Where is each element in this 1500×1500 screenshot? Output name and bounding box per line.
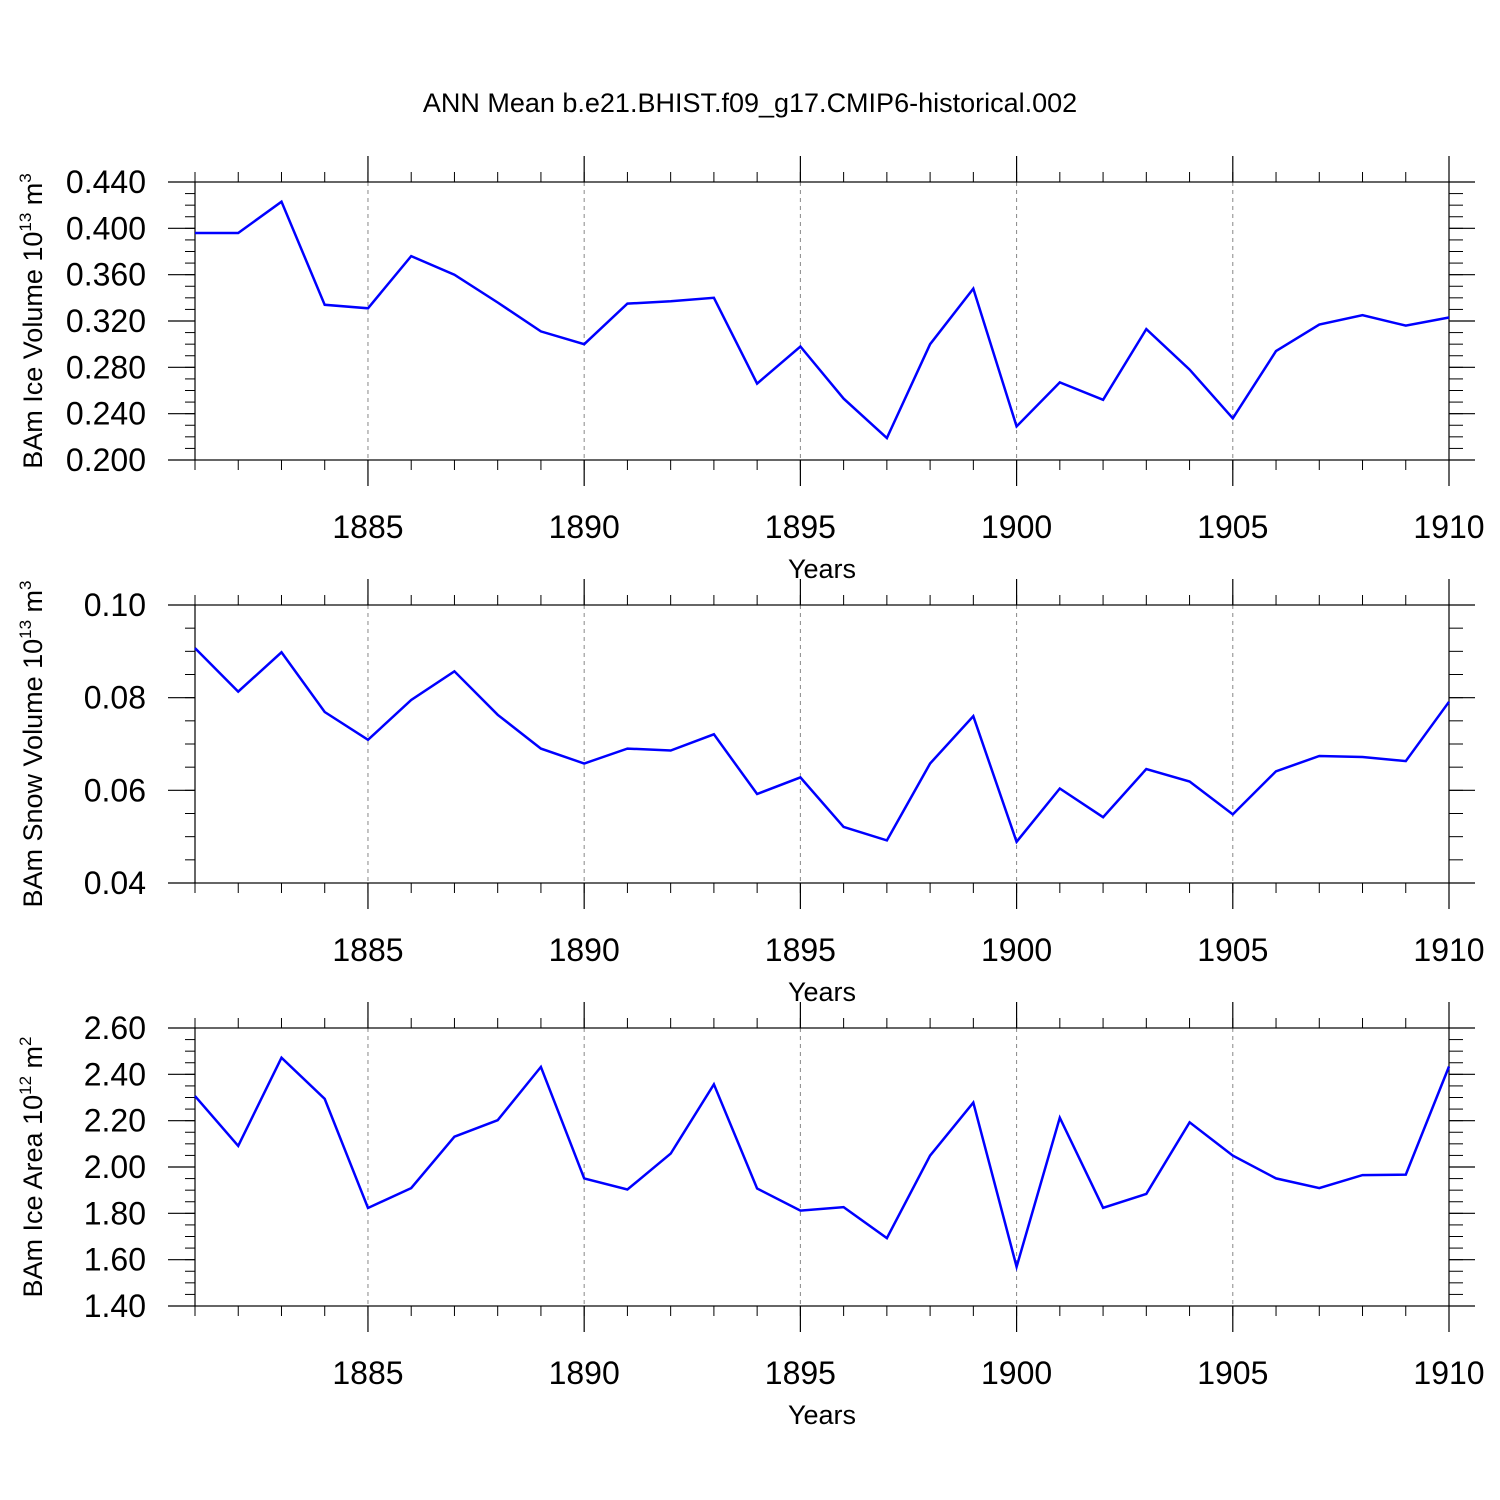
- x-tick-label: 1905: [1197, 509, 1268, 545]
- series-line: [195, 199, 1450, 441]
- x-tick-label: 1885: [332, 1355, 403, 1391]
- x-tick-label: 1900: [981, 1355, 1052, 1391]
- y-tick-label: 0.240: [66, 396, 146, 432]
- y-tick-label: 1.40: [84, 1288, 146, 1324]
- y-tick-label: 0.440: [66, 164, 146, 200]
- x-tick-label: 1900: [981, 932, 1052, 968]
- y-tick-label: 1.80: [84, 1195, 146, 1231]
- x-tick-label: 1885: [332, 509, 403, 545]
- y-axis-title: BAm Ice Area 1012 m2: [16, 1037, 48, 1298]
- series-line: [194, 647, 1451, 845]
- y-tick-label: 2.60: [84, 1010, 146, 1046]
- x-tick-label: 1885: [332, 932, 403, 968]
- y-tick-label: 0.400: [66, 210, 146, 246]
- plot-frame: [194, 181, 1450, 461]
- x-tick-label: 1905: [1197, 1355, 1268, 1391]
- x-tick-label: 1890: [549, 509, 620, 545]
- y-tick-label: 0.06: [84, 772, 146, 808]
- y-tick-label: 0.200: [66, 442, 146, 478]
- x-tick-label: 1900: [981, 509, 1052, 545]
- x-tick-label: 1905: [1197, 932, 1268, 968]
- x-tick-label: 1910: [1413, 932, 1484, 968]
- series-line: [194, 1055, 1451, 1272]
- y-tick-label: 2.00: [84, 1149, 146, 1185]
- x-tick-label: 1895: [765, 509, 836, 545]
- x-tick-label: 1895: [765, 932, 836, 968]
- y-tick-label: 0.320: [66, 303, 146, 339]
- y-tick-label: 0.08: [84, 680, 146, 716]
- y-tick-label: 2.20: [84, 1103, 146, 1139]
- x-tick-label: 1890: [549, 1355, 620, 1391]
- page-title: ANN Mean b.e21.BHIST.f09_g17.CMIP6-histo…: [422, 88, 1078, 118]
- x-tick-label: 1895: [765, 1355, 836, 1391]
- y-axis-title: BAm Ice Volume 1013 m3: [16, 173, 48, 469]
- x-axis-title: Years: [788, 554, 856, 584]
- y-tick-label: 0.280: [66, 349, 146, 385]
- y-tick-label: 1.60: [84, 1242, 146, 1278]
- plot-panel-1: 0.200 0.240 0.280 0.320 0.360 0.400 0.440 1885 1…: [16, 156, 1485, 584]
- x-tick-label: 1890: [549, 932, 620, 968]
- plot-panel-3: 1.40 1.60 1.80 2.00 2.20 2.40 2.60 1885 1890 1895…: [16, 1002, 1485, 1430]
- plot-frame: [194, 604, 1450, 884]
- x-axis-title: Years: [788, 977, 856, 1007]
- x-tick-label: 1910: [1413, 1355, 1484, 1391]
- y-tick-label: 0.04: [84, 865, 146, 901]
- x-tick-label: 1910: [1413, 509, 1484, 545]
- y-tick-label: 0.10: [84, 587, 146, 623]
- y-axis-title: BAm Snow Volume 1013 m3: [16, 580, 48, 907]
- y-tick-label: 2.40: [84, 1056, 146, 1092]
- y-tick-label: 0.360: [66, 257, 146, 293]
- plot-frame: [194, 1027, 1450, 1307]
- x-axis-title: Years: [788, 1400, 856, 1430]
- plot-panel-2: 0.04 0.06 0.08 0.10 1885 1890 1895 1900 1905 1910…: [16, 579, 1485, 1007]
